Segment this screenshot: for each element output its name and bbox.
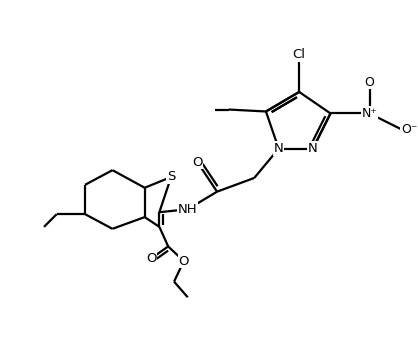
Text: O: O: [146, 252, 157, 265]
Text: O: O: [364, 76, 375, 88]
Text: O⁻: O⁻: [401, 122, 418, 136]
Text: O: O: [192, 156, 203, 169]
Text: Cl: Cl: [293, 48, 306, 61]
Text: N: N: [274, 142, 283, 155]
Text: S: S: [167, 171, 175, 183]
Text: N⁺: N⁺: [362, 107, 377, 120]
Text: O: O: [178, 255, 189, 268]
Text: N: N: [308, 142, 318, 155]
Text: NH: NH: [178, 203, 198, 216]
